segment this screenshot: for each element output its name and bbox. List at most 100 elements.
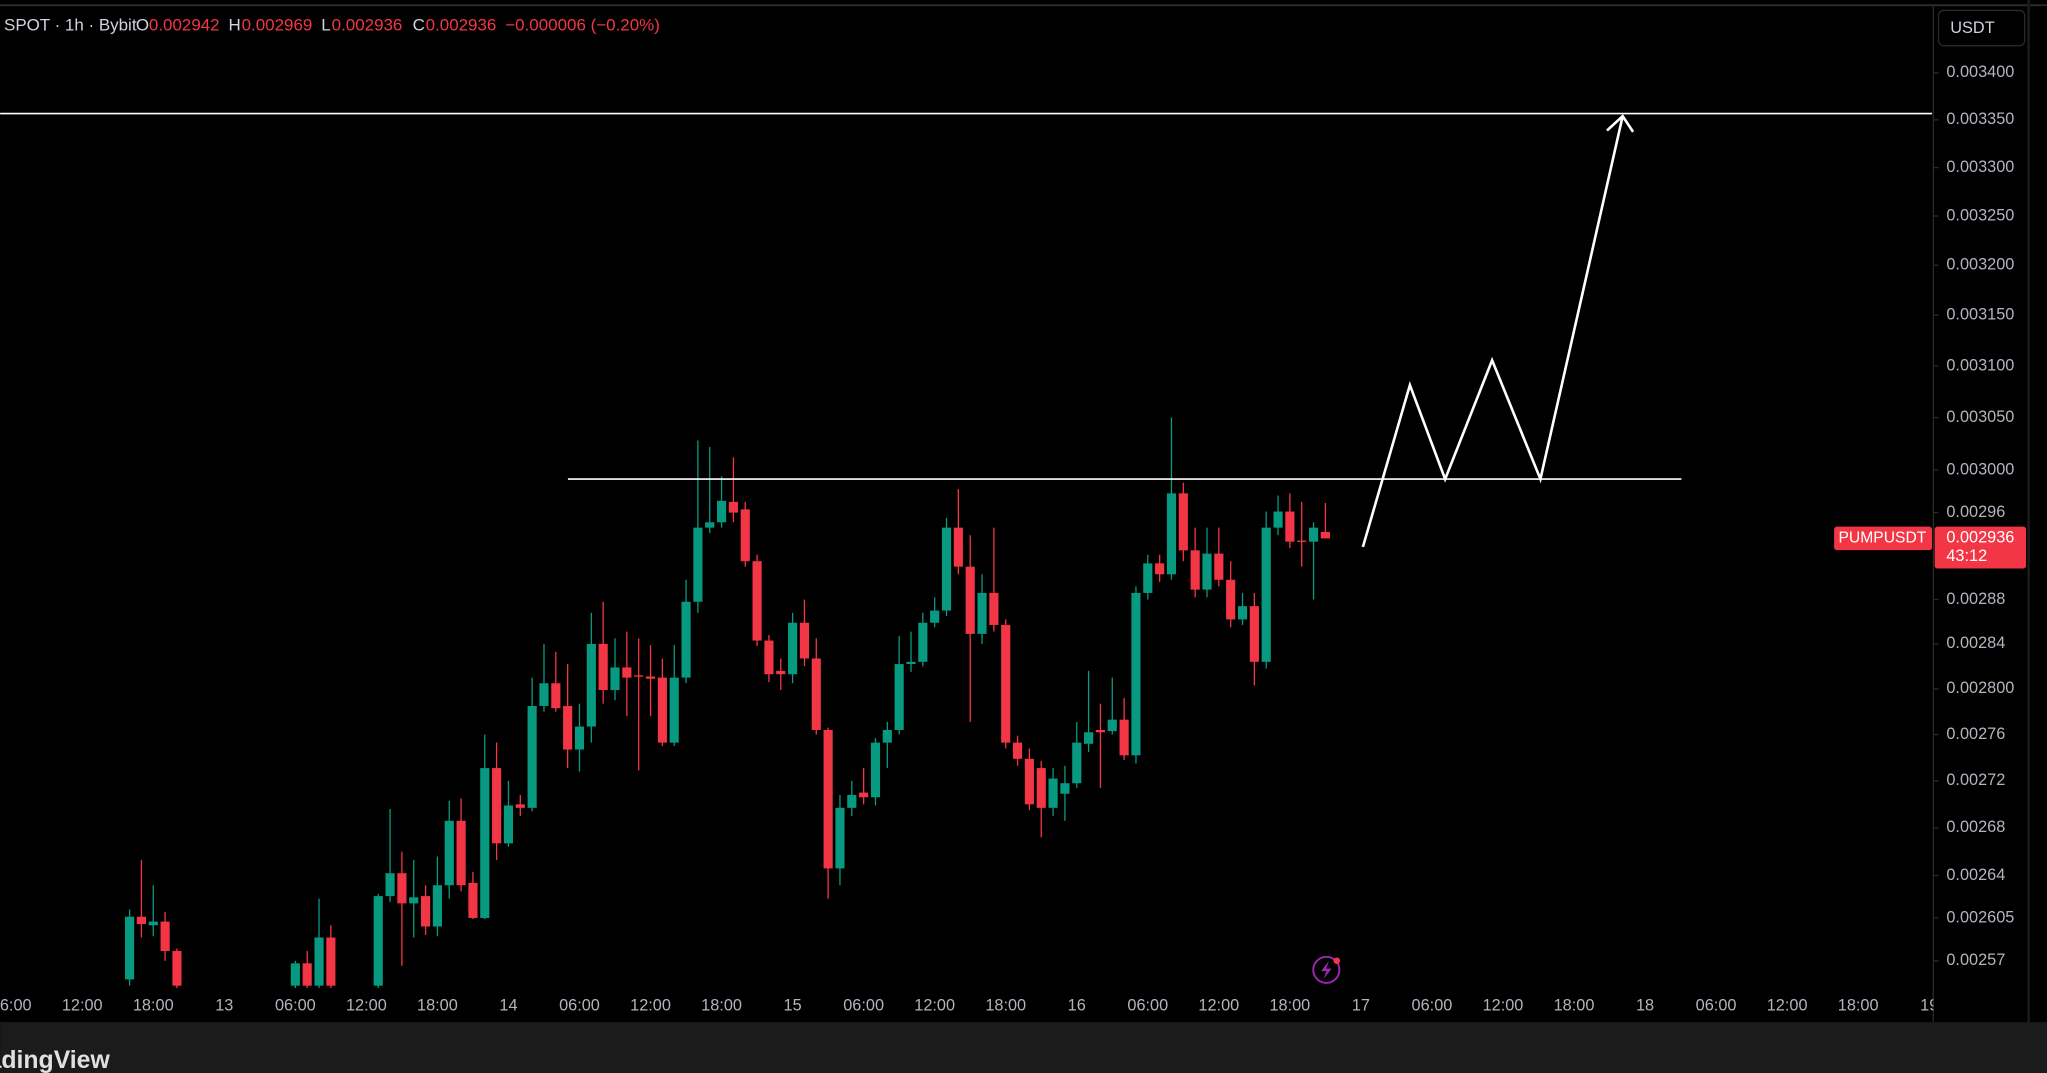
price-tag-bg	[1934, 526, 2027, 569]
ohlc-label: L	[321, 16, 330, 35]
logo: TradingView	[0, 1047, 110, 1073]
candle-body	[717, 500, 727, 523]
candle-body	[397, 873, 407, 904]
y-tick-label: 0.00272	[1946, 771, 2005, 789]
x-tick-label: 12:00	[62, 997, 103, 1015]
candle-body	[373, 896, 383, 986]
candle-body	[882, 729, 892, 743]
symbol-info: SPOT · 1h · Bybit	[4, 16, 137, 35]
candle-body	[681, 601, 691, 678]
y-tick-label: 0.00296	[1946, 503, 2005, 521]
candle-body	[492, 768, 502, 844]
candle-body	[1166, 493, 1177, 575]
candle-body	[645, 676, 656, 679]
candle-body	[1155, 563, 1165, 575]
x-tick-label: 06:00	[1127, 997, 1168, 1015]
candle-body	[586, 643, 596, 727]
plot-area	[125, 417, 1330, 989]
drawings	[0, 112, 1933, 548]
y-tick-label: 0.00276	[1946, 725, 2005, 743]
y-tick-label: 0.00284	[1946, 634, 2005, 652]
candle-body	[764, 640, 774, 675]
x-tick-label: 06:00	[0, 997, 32, 1015]
y-tick-label: 0.00268	[1946, 818, 2005, 836]
candle-body	[302, 963, 312, 986]
arrow-head	[1606, 114, 1635, 133]
x-tick-label: 16	[1068, 997, 1086, 1015]
candle-body	[314, 937, 324, 986]
ohlc-label: O	[136, 16, 149, 35]
candle-body	[953, 527, 963, 567]
candle-body	[918, 622, 928, 662]
ohlc-value: 0.002936	[426, 16, 497, 35]
candle-body	[1107, 719, 1117, 732]
candle-body	[752, 561, 762, 641]
candle-body	[1297, 540, 1307, 542]
y-tick-label: 0.002605	[1946, 908, 2014, 926]
alert-icon[interactable]	[1312, 955, 1341, 984]
x-tick-label: 12:00	[1198, 997, 1239, 1015]
candle-body	[468, 882, 478, 918]
x-tick-label: 13	[215, 997, 233, 1015]
y-tick-label: 0.003150	[1946, 306, 2014, 324]
candle-body	[1320, 531, 1330, 539]
candle-body	[160, 921, 170, 952]
candle-body	[326, 937, 336, 986]
candle-body	[290, 963, 300, 986]
x-tick-label: 12:00	[630, 997, 671, 1015]
candle-body	[989, 592, 999, 625]
candle-body	[1202, 553, 1212, 590]
candle-body	[811, 658, 821, 730]
symbol-tag-bg	[1834, 526, 1933, 551]
x-tick-label: 06:00	[1696, 997, 1737, 1015]
y-tick-label: 0.002800	[1946, 679, 2014, 697]
currency-button-frame	[1937, 9, 2026, 47]
candle-body	[1261, 527, 1271, 662]
candle-body	[1001, 624, 1011, 743]
candle-body	[563, 705, 573, 750]
symbol-tag: PUMPUSDT	[1838, 530, 1926, 547]
candle-body	[1214, 553, 1224, 580]
y-tick-label: 0.00288	[1946, 590, 2005, 608]
price-tag-countdown: 43:12	[1946, 547, 1987, 565]
candle-body	[1131, 592, 1141, 756]
candle-body	[847, 794, 857, 808]
ohlc-value: 0.002942	[149, 16, 220, 35]
header: SPOT · 1h · Bybit O 0.002942 H 0.002969 …	[4, 16, 660, 35]
candle-body	[859, 792, 869, 798]
candle-body	[740, 509, 750, 562]
ohlc-label: H	[229, 16, 241, 35]
ohlc-value: 0.002969	[242, 16, 313, 35]
currency-button[interactable]: USDT	[1937, 9, 2026, 47]
candle-body	[172, 951, 182, 986]
x-tick-label: 06:00	[1412, 997, 1453, 1015]
candle-body	[977, 592, 987, 634]
alert-icon-bolt	[1321, 960, 1332, 980]
candle-body	[1060, 783, 1070, 794]
candle-body	[480, 768, 490, 918]
candle-body	[551, 683, 561, 709]
y-tick-label: 0.003350	[1946, 110, 2014, 128]
candle-body	[1036, 768, 1046, 808]
projection-path	[1361, 115, 1624, 548]
ohlc-label: C	[413, 16, 425, 35]
candle-body	[148, 921, 158, 926]
x-tick-label: 15	[784, 997, 802, 1015]
candle-body	[1190, 550, 1200, 590]
candle-body	[693, 527, 703, 602]
candle-body	[1178, 493, 1188, 551]
candle-body	[1048, 778, 1058, 808]
candle-body	[1285, 511, 1295, 542]
price-change: −0.000006 (−0.20%)	[505, 16, 660, 35]
y-tick-label: 0.00264	[1946, 866, 2005, 884]
y-tick-label: 0.003000	[1946, 460, 2014, 478]
candle-body	[421, 896, 431, 927]
candle-body	[1012, 742, 1023, 759]
y-tick-label: 0.003300	[1946, 158, 2014, 176]
x-tick-label: 06:00	[559, 997, 600, 1015]
alert-icon-ring	[1312, 955, 1341, 984]
x-tick-label: 12:00	[914, 997, 955, 1015]
